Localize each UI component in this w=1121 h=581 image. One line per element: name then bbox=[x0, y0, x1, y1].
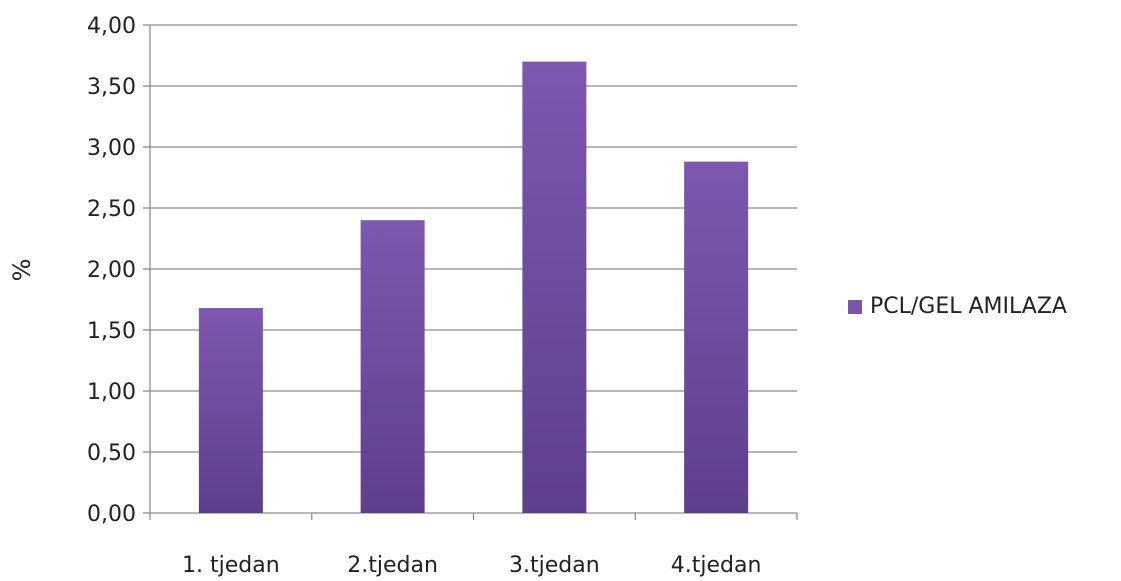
legend-label: PCL/GEL AMILAZA bbox=[870, 294, 1067, 319]
y-tick-label: 1,00 bbox=[87, 380, 136, 405]
bar-3 bbox=[522, 61, 587, 513]
y-tick-label: 0,00 bbox=[87, 502, 136, 527]
y-tick-label: 4,00 bbox=[87, 14, 136, 39]
bar-2 bbox=[360, 220, 425, 513]
x-tick-label: 3.tjedan bbox=[509, 553, 600, 578]
x-tick-label: 4.tjedan bbox=[671, 553, 762, 578]
bar-4 bbox=[684, 161, 749, 513]
y-tick-label: 2,50 bbox=[87, 197, 136, 222]
legend: PCL/GEL AMILAZA bbox=[848, 294, 1067, 319]
y-tick-label: 3,00 bbox=[87, 136, 136, 161]
y-axis-title: % bbox=[8, 259, 36, 282]
y-tick-label: 3,50 bbox=[87, 75, 136, 100]
y-tick-labels: 0,00 0,50 1,00 1,50 2,00 2,50 3,00 3,50 4,00 bbox=[87, 14, 136, 527]
x-tick-label: 1. tjedan bbox=[182, 553, 280, 578]
bar-1 bbox=[198, 308, 263, 513]
y-tick-label: 1,50 bbox=[87, 319, 136, 344]
y-tick-label: 0,50 bbox=[87, 441, 136, 466]
legend-swatch bbox=[848, 300, 862, 314]
y-tick-label: 2,00 bbox=[87, 258, 136, 283]
x-tick-label: 2.tjedan bbox=[347, 553, 438, 578]
bars bbox=[198, 61, 749, 513]
x-tick-labels: 1. tjedan 2.tjedan 3.tjedan 4.tjedan bbox=[182, 553, 761, 578]
